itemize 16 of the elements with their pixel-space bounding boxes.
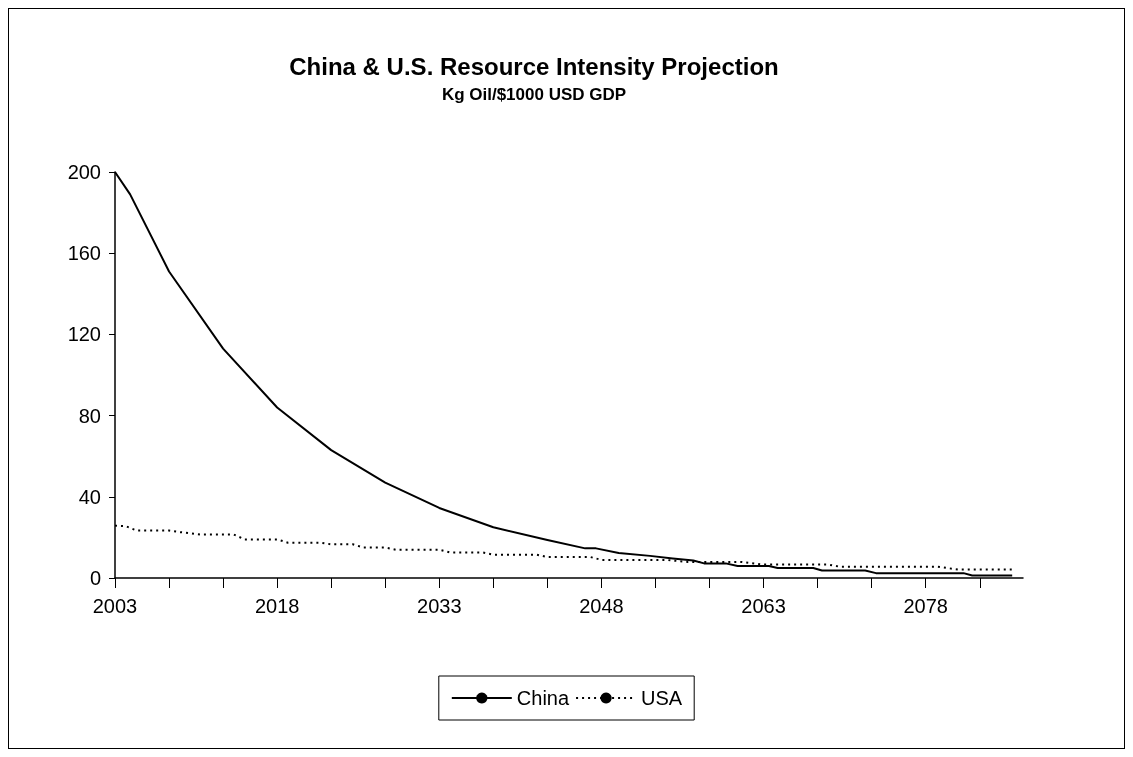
legend-label: USA [641, 687, 683, 709]
x-tick-label: 2003 [92, 595, 138, 617]
y-tick-label: 160 [67, 242, 101, 265]
y-tick-label: 120 [67, 323, 101, 346]
x-tick-label: 2033 [417, 595, 462, 617]
x-tick-label: 2078 [903, 595, 948, 617]
legend-label: China [516, 687, 570, 709]
y-tick-label: 200 [67, 161, 101, 183]
chart-title: China & U.S. Resource Intensity Projection [289, 52, 779, 80]
x-tick-label: 2018 [254, 595, 300, 617]
x-tick-label: 2063 [741, 595, 786, 617]
y-tick-label: 40 [78, 485, 101, 508]
y-tick-label: 0 [89, 567, 101, 589]
y-tick-label: 80 [78, 404, 101, 427]
chart-subtitle: Kg Oil/$1000 USD GDP [441, 85, 627, 104]
x-tick-label: 2048 [579, 595, 624, 617]
